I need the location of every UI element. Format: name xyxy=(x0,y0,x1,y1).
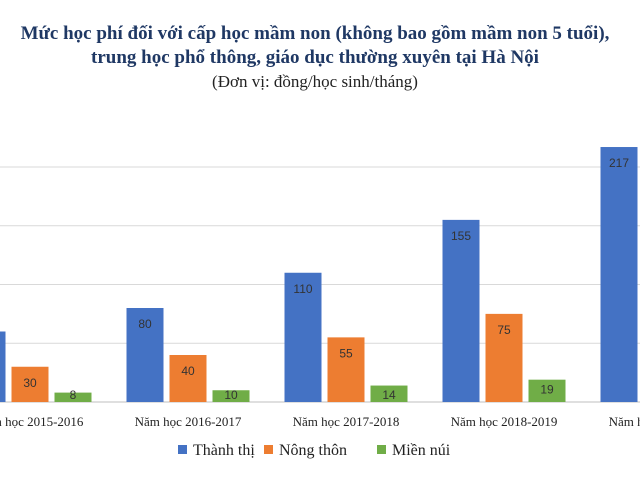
category-label: Năm học 2015-2016 xyxy=(0,414,84,429)
bar-nong-thon xyxy=(11,366,49,402)
category-label: Năm học 2018-2019 xyxy=(451,414,558,429)
legend: Thành thị Nông thôn Miền núi xyxy=(178,442,451,459)
data-label: 80 xyxy=(138,317,152,331)
data-labels: 60308804010110551415575192179525 xyxy=(23,156,629,402)
bar-thanh-thi xyxy=(284,272,322,402)
data-label: 75 xyxy=(497,323,511,337)
data-label: 19 xyxy=(540,383,554,397)
legend-swatch xyxy=(377,445,386,454)
data-label: 155 xyxy=(451,229,471,243)
legend-label: Nông thôn xyxy=(279,442,347,459)
legend-swatch xyxy=(178,445,187,454)
bar-mien-nui xyxy=(370,385,408,402)
bar-thanh-thi xyxy=(0,331,6,402)
data-label: 217 xyxy=(609,156,629,170)
bar-nong-thon xyxy=(485,313,523,402)
bar-mien-nui xyxy=(212,390,250,402)
chart-title-line1: Mức học phí đối với cấp học mầm non (khô… xyxy=(21,23,610,44)
bar-thanh-thi xyxy=(442,219,480,402)
category-label: Năm học 2019-2020 xyxy=(609,414,640,429)
chart-subtitle: (Đơn vị: đồng/học sinh/tháng) xyxy=(212,72,418,91)
bars xyxy=(0,147,638,402)
data-label: 10 xyxy=(224,388,238,402)
bar-thanh-thi xyxy=(126,308,164,402)
data-label: 8 xyxy=(70,388,77,402)
category-label: Năm học 2016-2017 xyxy=(135,414,242,429)
data-label: 30 xyxy=(23,376,37,390)
legend-label: Miền núi xyxy=(392,442,451,459)
legend-label: Thành thị xyxy=(193,442,255,459)
bar-nong-thon xyxy=(327,337,365,402)
data-label: 55 xyxy=(339,346,353,360)
bar-mien-nui xyxy=(54,392,92,402)
bar-mien-nui xyxy=(528,379,566,402)
category-label: Năm học 2017-2018 xyxy=(293,414,400,429)
data-label: 110 xyxy=(293,282,312,296)
legend-swatch xyxy=(264,445,273,454)
category-labels: Năm học 2015-2016 Năm học 2016-2017 Năm họ… xyxy=(0,414,640,429)
data-label: 14 xyxy=(382,388,396,402)
bar-thanh-thi xyxy=(600,147,638,402)
bar-nong-thon xyxy=(169,355,207,402)
chart-title-line2: trung học phổ thông, giáo dục thường xuy… xyxy=(91,47,539,68)
data-label: 40 xyxy=(181,364,195,378)
